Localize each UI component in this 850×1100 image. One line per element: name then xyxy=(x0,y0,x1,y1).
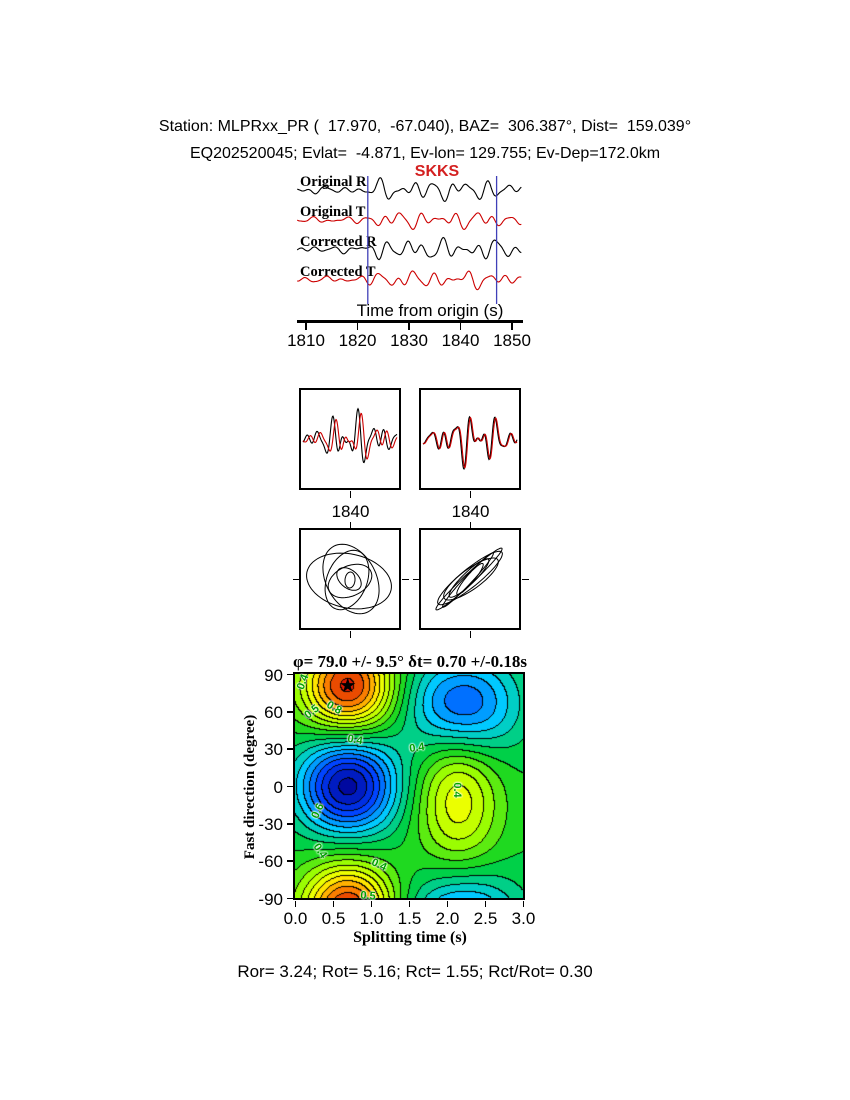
particle-svg-0 xyxy=(306,543,392,615)
particle-motion-loop xyxy=(322,543,380,615)
splitting-time-tick xyxy=(294,901,297,907)
waveform-tick-label: 1840 xyxy=(451,502,490,521)
splitting-time-tick xyxy=(484,901,487,907)
fast-direction-tick-label: -30 xyxy=(258,814,283,834)
time-axis-tick-label: 1830 xyxy=(390,331,428,350)
misfit-map-title: φ= 79.0 +/- 9.5° δt= 0.70 +/-0.18s xyxy=(292,652,528,671)
misfit-map-xlabel: Splitting time (s) xyxy=(353,929,467,946)
fast-direction-tick xyxy=(287,673,293,676)
splitting-time-tick xyxy=(446,901,449,907)
waveform-tick-label: 1840 xyxy=(331,502,370,521)
fast-direction-tick xyxy=(287,785,293,788)
splitting-time-tick-label: 1.0 xyxy=(359,909,384,928)
particle-box-tick xyxy=(412,578,419,581)
trace-label-original-r: Original R xyxy=(300,174,367,190)
particle-motion-loop xyxy=(437,550,503,606)
fast-direction-tick-label: -60 xyxy=(258,852,283,872)
time-axis-tick-label: 1810 xyxy=(287,331,325,350)
time-axis-tick xyxy=(356,323,359,330)
waveform-path-fast xyxy=(302,407,398,464)
waveform-path-slow xyxy=(302,412,398,460)
contour-label: 0.5 xyxy=(359,889,376,903)
fast-direction-tick-label: 90 xyxy=(264,665,283,685)
particle-motion-loop xyxy=(336,567,362,591)
fast-direction-tick-label: 60 xyxy=(264,702,283,722)
seismogram-trace-path xyxy=(297,212,522,230)
misfit-map-frame xyxy=(293,672,525,900)
splitting-time-tick-label: 1.5 xyxy=(397,909,422,928)
time-axis-tick xyxy=(408,323,410,330)
particle-motion-loop xyxy=(324,549,370,611)
particle-box-tick xyxy=(292,578,299,581)
fast-direction-tick xyxy=(287,860,293,862)
misfit-canvas xyxy=(295,674,523,898)
time-axis-tick-label: 1840 xyxy=(441,331,480,350)
seismogram-trace-path xyxy=(297,270,522,291)
time-axis-tick xyxy=(459,323,462,330)
time-axis-label: Time from origin (s) xyxy=(356,301,504,320)
time-axis-tick xyxy=(305,323,307,330)
time-axis-tick-label: 1850 xyxy=(493,331,531,350)
particle-box-tick xyxy=(349,631,352,638)
waveform-box-corrected xyxy=(419,388,521,490)
seismogram-trace-path xyxy=(296,236,522,261)
contour-label: 0.4 xyxy=(408,740,426,755)
splitting-time-tick-label: 3.0 xyxy=(511,909,536,928)
time-axis-tick xyxy=(511,323,513,330)
trace-label-corrected-r: Corrected R xyxy=(300,234,377,250)
splitting-time-tick xyxy=(332,901,335,907)
splitting-time-tick-label: 0.5 xyxy=(321,909,346,928)
particle-motion-loop xyxy=(327,563,373,599)
fast-direction-tick xyxy=(287,823,293,825)
station-header: Station: MLPRxx_PR ( 17.970, -67.040), B… xyxy=(158,118,692,135)
particle-motion-loop xyxy=(448,558,490,598)
splitting-time-tick xyxy=(522,901,525,907)
waveform-svg-1 xyxy=(422,415,518,471)
splitting-time-tick-label: 2.5 xyxy=(473,909,498,928)
fast-direction-tick-label: 0 xyxy=(273,777,283,797)
fast-direction-tick xyxy=(287,711,293,713)
fast-direction-tick-label: 30 xyxy=(264,740,283,760)
particle-box-tick xyxy=(402,578,409,581)
seismogram-svg xyxy=(296,176,522,304)
splitting-time-tick xyxy=(370,901,373,907)
particle-motion-box-corrected xyxy=(419,528,521,630)
phase-label: SKKS xyxy=(414,163,460,180)
event-header: EQ202520045; Evlat= -4.871, Ev-lon= 129.… xyxy=(189,145,661,162)
particle-motion-loop xyxy=(306,552,392,610)
time-axis-tick-label: 1820 xyxy=(338,331,377,350)
waveform-box-original xyxy=(299,388,401,490)
waveform-svg-0 xyxy=(302,407,398,464)
fast-direction-tick-label: -90 xyxy=(258,889,283,909)
fast-direction-tick xyxy=(287,897,293,900)
particle-box-tick xyxy=(469,521,472,528)
waveform-box-tick xyxy=(469,491,472,498)
splitting-time-tick-label: 0.0 xyxy=(283,909,308,928)
particle-box-tick xyxy=(349,521,352,528)
particle-motion-loop xyxy=(442,552,494,608)
best-fit-star: ★ xyxy=(338,675,357,698)
fast-direction-tick xyxy=(287,748,293,750)
waveform-path-fast xyxy=(422,415,518,471)
particle-box-tick xyxy=(522,578,529,581)
particle-motion-loop xyxy=(344,571,356,589)
contour-label: 0.4 xyxy=(450,782,463,798)
time-axis-line xyxy=(297,320,523,323)
particle-motion-loop xyxy=(456,563,484,595)
waveform-path-slow xyxy=(422,416,518,469)
splitting-time-tick xyxy=(408,901,411,907)
particle-motion-box-original xyxy=(299,528,401,630)
particle-box-tick xyxy=(469,631,472,638)
statistics-footer: Ror= 3.24; Rot= 5.16; Rct= 1.55; Rct/Rot… xyxy=(237,962,593,981)
splitting-time-tick-label: 2.0 xyxy=(435,909,460,928)
trace-label-original-t: Original T xyxy=(300,204,366,220)
trace-label-corrected-t: Corrected T xyxy=(300,264,376,280)
seismogram-trace-path xyxy=(297,177,522,202)
waveform-box-tick xyxy=(349,491,352,498)
particle-svg-1 xyxy=(435,547,503,611)
